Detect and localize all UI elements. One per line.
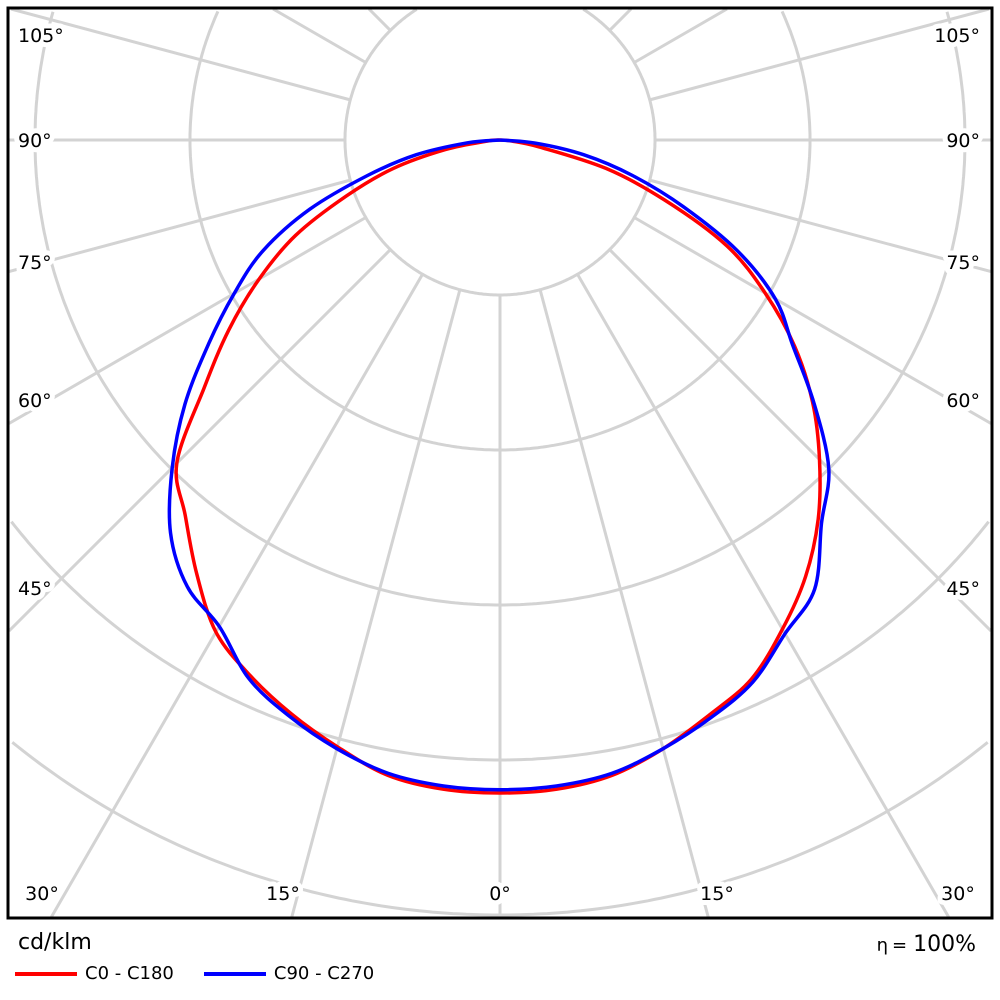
angle-label-left: 105°: [18, 25, 64, 47]
intensity-curves: [167, 138, 831, 795]
angle-label-right: 105°: [934, 25, 980, 47]
legend-label: C0 - C180: [85, 963, 174, 984]
legend: C0 - C180 C90 - C270: [15, 963, 404, 984]
angle-label-bottom: 15°: [266, 883, 300, 905]
grid-ray: [538, 289, 710, 917]
grid-ray: [649, 9, 990, 102]
grid-ray: [367, 9, 392, 32]
efficiency-label: η = 100%: [877, 932, 976, 957]
grid-ray: [9, 178, 351, 274]
grid-ring: [10, 520, 990, 762]
chart-frame: [6, 6, 994, 920]
unit-label: cd/klm: [18, 930, 92, 955]
legend-label: C90 - C270: [273, 963, 375, 984]
grid-ray: [633, 216, 991, 425]
grid-ring: [343, 9, 657, 297]
angle-label-left: 60°: [18, 390, 52, 412]
grid-ray: [576, 273, 950, 917]
grid-ray: [9, 248, 392, 633]
grid-ray: [633, 9, 728, 64]
legend-item-c90-c270: C90 - C270: [203, 963, 375, 984]
angle-label-left: 75°: [18, 252, 52, 274]
series-curve-c90-c270: [167, 138, 831, 792]
grid-ray: [608, 248, 991, 633]
grid-ray: [272, 9, 367, 64]
series-curve-c0-c180: [174, 138, 822, 795]
angle-label-right: 45°: [946, 578, 980, 600]
angle-label-bottom: 15°: [700, 883, 734, 905]
angle-label-left: 90°: [18, 130, 52, 152]
efficiency-value: 100%: [913, 932, 976, 957]
grid-ray: [9, 216, 367, 425]
grid-ring: [33, 11, 967, 607]
equals-sign: =: [892, 935, 908, 956]
angle-label-bottom: 0°: [489, 883, 511, 905]
grid-ray: [50, 273, 424, 917]
eta-symbol: η: [876, 935, 888, 956]
angle-label-right: 90°: [946, 130, 980, 152]
angle-label-bottom: 30°: [25, 883, 59, 905]
grid-ring: [11, 741, 989, 917]
legend-item-c0-c180: C0 - C180: [15, 963, 174, 984]
legend-swatch-blue: [203, 971, 266, 976]
angle-labels: 105° 105° 90° 90° 75° 75° 60° 60° 45° 45° 30° 15° 0°…: [13, 20, 985, 910]
grid-ray: [10, 9, 351, 102]
angle-label-bottom: 30°: [941, 883, 975, 905]
angle-label-right: 60°: [946, 390, 980, 412]
grid-ray: [608, 9, 633, 32]
angle-label-right: 75°: [946, 252, 980, 274]
grid-ray: [649, 178, 991, 274]
angle-label-left: 45°: [18, 578, 52, 600]
grid-ray: [290, 289, 462, 917]
legend-swatch-red: [15, 971, 77, 976]
polar-grid: [9, 9, 991, 917]
